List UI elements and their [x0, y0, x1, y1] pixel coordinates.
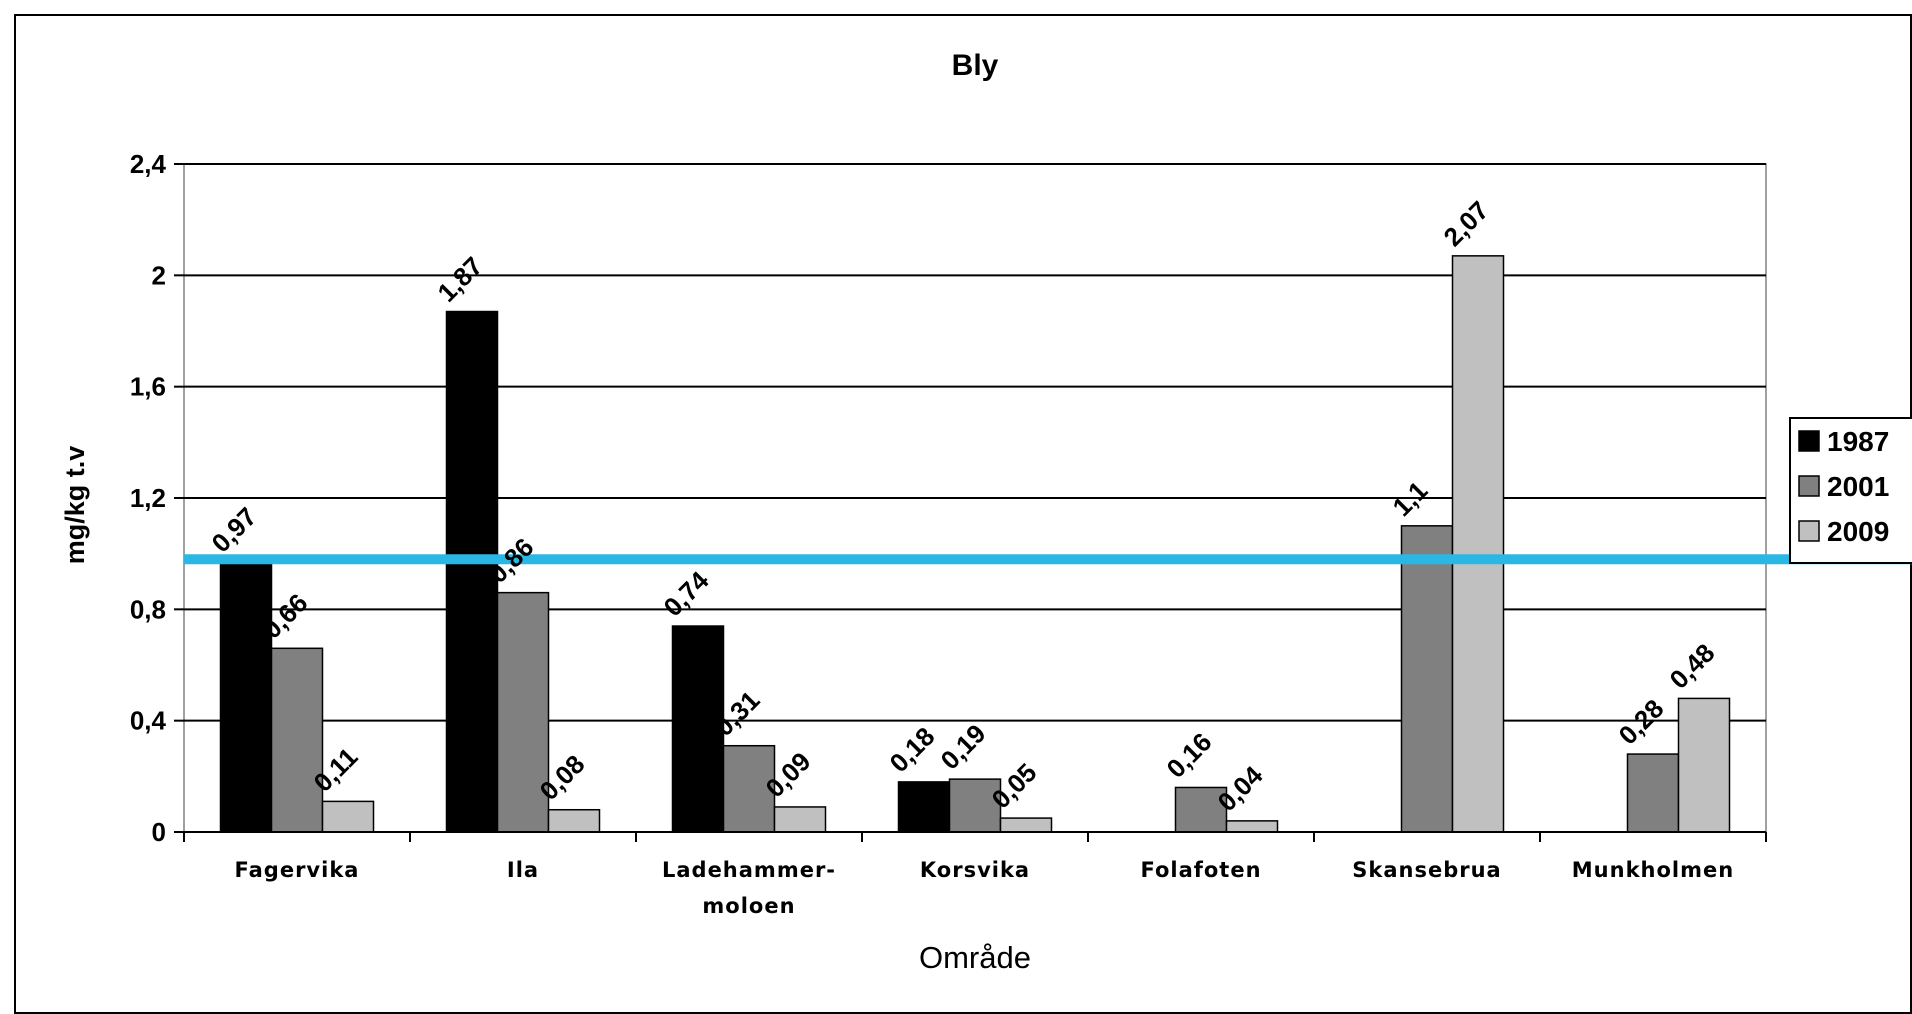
legend-swatch-1987: [1798, 430, 1820, 452]
bar-1987-0: [219, 561, 273, 833]
legend: 1987 2001 2009: [1789, 417, 1912, 564]
category-label: moloen: [702, 894, 795, 918]
legend-swatch-2001: [1798, 475, 1820, 497]
bar-2009-4: [1225, 820, 1279, 833]
y-tick-label: 1,2: [130, 483, 166, 513]
bar-2009-2: [773, 806, 827, 833]
bar-2001-0: [270, 647, 324, 833]
data-label: 0,97: [206, 501, 263, 558]
data-label: 1,87: [432, 251, 489, 308]
legend-label-2001: 2001: [1827, 471, 1889, 502]
data-label: 0,16: [1161, 727, 1218, 784]
bar-2001-5: [1400, 525, 1454, 833]
bar-2009-1: [547, 808, 601, 833]
data-label: 0,74: [658, 565, 715, 622]
data-label: 0,28: [1613, 693, 1670, 750]
data-label: 0,18: [884, 721, 941, 778]
bar-1987-2: [671, 625, 725, 833]
category-label: Skansebrua: [1352, 858, 1501, 882]
category-label: Korsvika: [920, 858, 1030, 882]
y-tick-label: 2,4: [130, 149, 167, 179]
bars: [184, 255, 1912, 833]
y-tick-label: 2: [152, 260, 166, 290]
y-tick-label: 0,4: [130, 706, 167, 736]
data-label: 2,07: [1438, 195, 1495, 252]
bar-2001-2: [722, 744, 776, 833]
legend-label-2009: 2009: [1827, 516, 1889, 547]
y-tick-label: 0,8: [130, 594, 166, 624]
bar-2009-5: [1451, 255, 1505, 833]
bar-2001-3: [948, 778, 1002, 833]
legend-label-1987: 1987: [1827, 426, 1889, 457]
chart-frame: [14, 14, 1912, 1014]
legend-swatch-2009: [1798, 520, 1820, 542]
bar-2001-4: [1174, 786, 1228, 833]
bar-2009-3: [999, 817, 1053, 833]
category-label: Fagervika: [235, 858, 360, 882]
bar-1987-3: [897, 781, 951, 833]
data-label: 0,19: [935, 718, 992, 775]
y-tick-label: 0: [152, 817, 166, 847]
y-axis-title: mg/kg t.v: [60, 446, 90, 565]
bar-2001-1: [496, 591, 550, 833]
category-labels: Fagervika Ila Ladehammer-moloen Korsvika Fol…: [235, 858, 1734, 918]
bar-2009-0: [321, 800, 375, 833]
category-label: Munkholmen: [1572, 858, 1734, 882]
category-label: Ila: [507, 858, 539, 882]
y-tick-label: 1,6: [130, 372, 166, 402]
data-label: 1,1: [1387, 475, 1434, 522]
data-label: 0,48: [1664, 638, 1721, 695]
x-axis: [174, 831, 1767, 842]
bar-2001-6: [1626, 753, 1680, 833]
y-tick-labels: 0 0,4 0,8 1,2 1,6 2 2,4: [130, 149, 167, 847]
x-axis-title: Område: [919, 940, 1031, 975]
chart-title: Bly: [952, 49, 999, 82]
bar-2009-6: [1677, 697, 1731, 833]
category-label: Folafoten: [1140, 858, 1261, 882]
category-label: Ladehammer-: [662, 858, 836, 882]
